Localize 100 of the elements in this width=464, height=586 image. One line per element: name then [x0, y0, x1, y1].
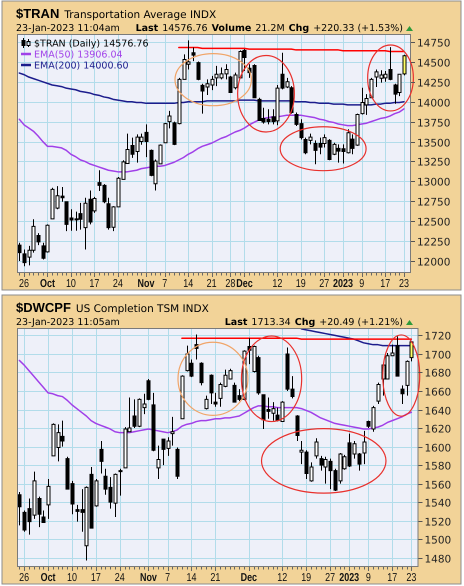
x-tick-label: 27	[325, 572, 336, 584]
x-tick-label: 26	[19, 572, 30, 584]
x-tick-label: 21	[210, 572, 221, 584]
y-tick-label: 14750	[417, 38, 450, 50]
legend-label: $TRAN (Daily) 14576.76	[34, 38, 148, 50]
text: 23-Jan-2023 11:05am	[16, 317, 120, 328]
candlestick	[376, 382, 380, 404]
text: Last	[224, 317, 248, 328]
text: 1713.34	[251, 317, 291, 328]
candlestick	[180, 374, 184, 420]
x-tick-label: 24	[112, 278, 124, 290]
y-tick-label: 12750	[417, 196, 450, 208]
x-tick-label: 9	[366, 572, 372, 584]
candlestick	[196, 60, 200, 81]
text: +220.33 (+1.53%)	[313, 23, 403, 34]
chart-subtitle: US Completion TSM INDX	[76, 303, 209, 315]
y-tick-label: 1600	[424, 442, 452, 454]
x-tick-label: 17	[380, 278, 390, 290]
x-tick-label: 2023	[333, 278, 354, 290]
y-tick-label: 14000	[417, 98, 450, 110]
chart-title: $DWCPF	[16, 300, 71, 315]
y-tick-label: 1680	[424, 368, 452, 380]
text: 14576.76	[162, 23, 208, 34]
candlestick	[18, 242, 22, 262]
text: Last	[136, 23, 159, 34]
y-tick-label: 1500	[424, 534, 452, 546]
candlestick	[296, 414, 300, 442]
x-tick-label: 26	[19, 278, 30, 290]
candlestick	[156, 445, 160, 480]
x-tick-label: Dec	[236, 278, 253, 290]
x-tick-label: 10	[66, 278, 76, 290]
x-tick-label: 17	[90, 572, 102, 584]
x-tick-label: 21	[206, 278, 217, 290]
x-tick-label: 9	[359, 278, 364, 290]
x-tick-label: Oct	[40, 278, 56, 290]
x-tick-label: 7	[165, 572, 170, 584]
x-tick-label: Oct	[40, 572, 56, 584]
x-tick-label: 19	[301, 572, 312, 584]
x-tick-label: 23	[398, 278, 410, 290]
y-tick-label: 13500	[417, 138, 450, 150]
x-tick-label: 28	[225, 278, 236, 290]
candlestick	[210, 374, 214, 404]
y-tick-label: 14250	[417, 78, 450, 90]
y-tick-label: 1560	[424, 480, 452, 492]
x-tick-label: 14	[186, 572, 197, 584]
x-tick-label: 12	[272, 278, 283, 290]
y-tick-label: 1640	[424, 406, 452, 418]
chart-subtitle: Transportation Average INDX	[63, 9, 216, 21]
x-tick-label: 23	[406, 572, 417, 584]
candlestick	[100, 440, 104, 474]
candlestick	[18, 491, 22, 526]
x-tick-label: 27	[319, 278, 330, 290]
y-tick-label: 1700	[424, 350, 452, 362]
candlestick	[400, 384, 404, 404]
line-series	[18, 108, 405, 173]
candlestick	[46, 478, 50, 520]
candlestick	[118, 468, 122, 496]
candlestick	[200, 362, 204, 386]
x-tick-label: 10	[66, 572, 78, 584]
y-tick-label: 1660	[424, 386, 452, 398]
y-tick-label: 1540	[424, 498, 452, 510]
text: 23-Jan-2023 11:04am	[16, 23, 120, 34]
line-series	[18, 360, 412, 434]
text: Chg	[288, 23, 310, 34]
text: Volume	[212, 23, 252, 34]
x-tick-label: 17	[89, 278, 100, 290]
y-tick-label: 12500	[417, 216, 450, 228]
x-tick-label: 17	[387, 572, 398, 584]
candlestick	[360, 87, 364, 115]
y-tick-label: 1580	[424, 460, 452, 472]
candlestick	[192, 47, 196, 62]
x-tick-label: Nov	[140, 572, 158, 584]
x-tick-label: Nov	[138, 278, 155, 290]
y-tick-label: 13750	[417, 118, 450, 130]
y-tick-label: 12000	[417, 256, 450, 268]
candlestick	[314, 438, 318, 460]
candlestick	[204, 395, 208, 410]
x-tick-label: 14	[183, 278, 194, 290]
chart-title: $TRAN	[16, 6, 60, 21]
x-tick-label: 2023	[339, 572, 360, 584]
text: +20.49 (+1.21%)	[319, 317, 403, 328]
line-series	[18, 72, 405, 106]
x-tick-label: 24	[114, 572, 125, 584]
y-tick-label: 1720	[424, 330, 452, 342]
y-tick-label: 12250	[417, 236, 450, 248]
y-tick-label: 13000	[417, 176, 450, 188]
x-tick-label: Dec	[240, 572, 258, 584]
x-tick-label: 12	[277, 572, 288, 584]
candlestick	[258, 97, 262, 122]
candlestick	[152, 392, 156, 452]
legend-label: EMA(200) 14000.60	[34, 60, 129, 72]
text: 21.2M	[255, 23, 285, 34]
legend-label: EMA(50) 13906.04	[34, 50, 123, 60]
line-series	[300, 328, 412, 346]
y-tick-label: 14500	[417, 58, 450, 70]
y-tick-label: 1520	[424, 516, 452, 528]
y-tick-label: 13250	[417, 156, 450, 168]
candlestick	[176, 447, 180, 480]
candlestick	[362, 430, 366, 465]
x-tick-label: 19	[296, 278, 306, 290]
